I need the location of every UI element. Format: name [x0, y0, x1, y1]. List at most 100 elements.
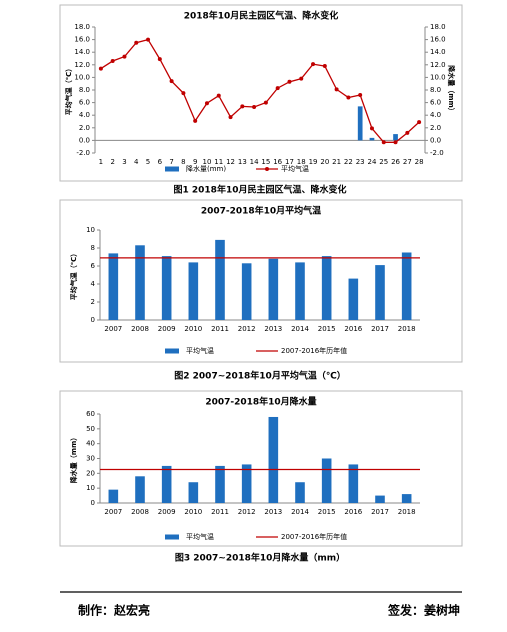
- x-tick-label: 2013: [264, 508, 282, 516]
- y-tick-label: 16.0: [74, 36, 90, 44]
- line-marker: [346, 95, 351, 100]
- line-marker: [193, 118, 198, 123]
- caption: 图3 2007~2018年10月降水量（mm）: [175, 552, 345, 564]
- bar: [215, 239, 225, 320]
- y2-tick-label: 6.0: [430, 99, 441, 107]
- y2-tick-label: 18.0: [430, 23, 446, 31]
- bar: [295, 262, 305, 320]
- x-tick-label: 2018: [398, 325, 416, 333]
- chart-title: 2018年10月民主园区气温、降水变化: [184, 10, 339, 22]
- x-tick-label: 5: [146, 158, 150, 166]
- x-tick-label: 8: [181, 158, 185, 166]
- x-tick-label: 2008: [131, 508, 149, 516]
- y2-axis-label: 降水量（mm）: [447, 65, 456, 115]
- y-tick-label: 20: [86, 469, 95, 477]
- bar: [268, 258, 279, 320]
- chart-title: 2007-2018年10月降水量: [205, 396, 316, 408]
- y-tick-label: 40: [86, 440, 95, 448]
- bar: [188, 482, 199, 503]
- y-axis-label: 平均气温（℃）: [64, 65, 73, 115]
- x-tick-label: 20: [320, 158, 329, 166]
- legend-label: 平均气温: [186, 346, 214, 355]
- x-tick-label: 2015: [318, 325, 336, 333]
- y-tick-label: 0: [91, 499, 95, 507]
- y-tick-label: 10: [86, 226, 95, 234]
- line-marker: [146, 37, 151, 42]
- bar: [268, 416, 279, 503]
- x-tick-label: 2017: [371, 508, 389, 516]
- line-marker: [228, 115, 233, 120]
- y-tick-label: 2: [91, 298, 95, 306]
- bar: [161, 465, 172, 503]
- x-tick-label: 21: [332, 158, 341, 166]
- x-tick-label: 2011: [211, 508, 229, 516]
- y-tick-label: 4: [91, 280, 96, 288]
- bar: [401, 494, 412, 503]
- bar: [401, 252, 412, 320]
- chart-title: 2007-2018年10月平均气温: [201, 205, 321, 217]
- bar: [348, 278, 359, 320]
- y-axis-label: 平均气温（℃）: [69, 250, 78, 300]
- line-marker: [322, 64, 327, 69]
- y-tick-label: -2.0: [76, 149, 90, 157]
- y-tick-label: 0: [91, 316, 95, 324]
- y2-tick-label: 8.0: [430, 86, 441, 94]
- y2-tick-label: -2.0: [430, 149, 444, 157]
- issuer: 签发：姜树坤: [387, 603, 460, 618]
- x-tick-label: 9: [193, 158, 197, 166]
- x-tick-label: 15: [261, 158, 270, 166]
- x-tick-label: 17: [285, 158, 294, 166]
- bar: [393, 134, 398, 141]
- y-tick-label: 8.0: [79, 86, 90, 94]
- y-axis-label: 降水量（mm）: [69, 434, 78, 484]
- y-tick-label: 18.0: [74, 23, 90, 31]
- legend-marker: [265, 167, 269, 171]
- y-tick-label: 60: [86, 410, 95, 418]
- x-tick-label: 2008: [131, 325, 149, 333]
- line-marker: [417, 120, 422, 125]
- x-tick-label: 2: [110, 158, 114, 166]
- chart-frame: [59, 390, 463, 547]
- line-marker: [157, 57, 162, 62]
- legend-label: 平均气温: [186, 532, 214, 541]
- chart-frame: [59, 199, 463, 363]
- line-marker: [204, 101, 209, 106]
- legend-swatch: [165, 534, 179, 540]
- bar: [369, 137, 375, 141]
- x-tick-label: 13: [238, 158, 247, 166]
- legend-label: 平均气温: [281, 164, 309, 173]
- x-tick-label: 2016: [344, 508, 362, 516]
- y-tick-label: 30: [86, 455, 95, 463]
- author: 制作：赵宏亮: [78, 603, 150, 618]
- bar: [215, 465, 225, 503]
- x-tick-label: 19: [309, 158, 318, 166]
- x-tick-label: 23: [356, 158, 365, 166]
- x-tick-label: 18: [297, 158, 306, 166]
- chart-frame: [59, 4, 463, 182]
- x-tick-label: 2016: [344, 325, 362, 333]
- x-tick-label: 2007: [104, 325, 122, 333]
- caption: 图1 2018年10月民主园区气温、降水变化: [174, 184, 347, 196]
- x-tick-label: 1: [99, 158, 103, 166]
- x-tick-label: 2013: [264, 325, 282, 333]
- x-tick-label: 2010: [184, 508, 202, 516]
- legend-swatch: [165, 348, 179, 354]
- bar: [375, 265, 385, 320]
- bar: [135, 476, 145, 503]
- line-marker: [216, 93, 221, 98]
- y-tick-label: 8: [91, 244, 95, 252]
- bar: [295, 482, 305, 503]
- y-tick-label: 12.0: [74, 61, 90, 69]
- x-tick-label: 2014: [291, 325, 309, 333]
- line-marker: [169, 79, 174, 84]
- line-marker: [240, 104, 245, 109]
- y-tick-label: 50: [86, 425, 95, 433]
- x-tick-label: 6: [158, 158, 163, 166]
- line-marker: [134, 40, 139, 45]
- x-tick-label: 2012: [238, 325, 256, 333]
- caption: 图2 2007~2018年10月平均气温（℃）: [174, 370, 345, 382]
- line-marker: [252, 105, 257, 110]
- line-marker: [381, 140, 386, 145]
- line-marker: [405, 130, 410, 135]
